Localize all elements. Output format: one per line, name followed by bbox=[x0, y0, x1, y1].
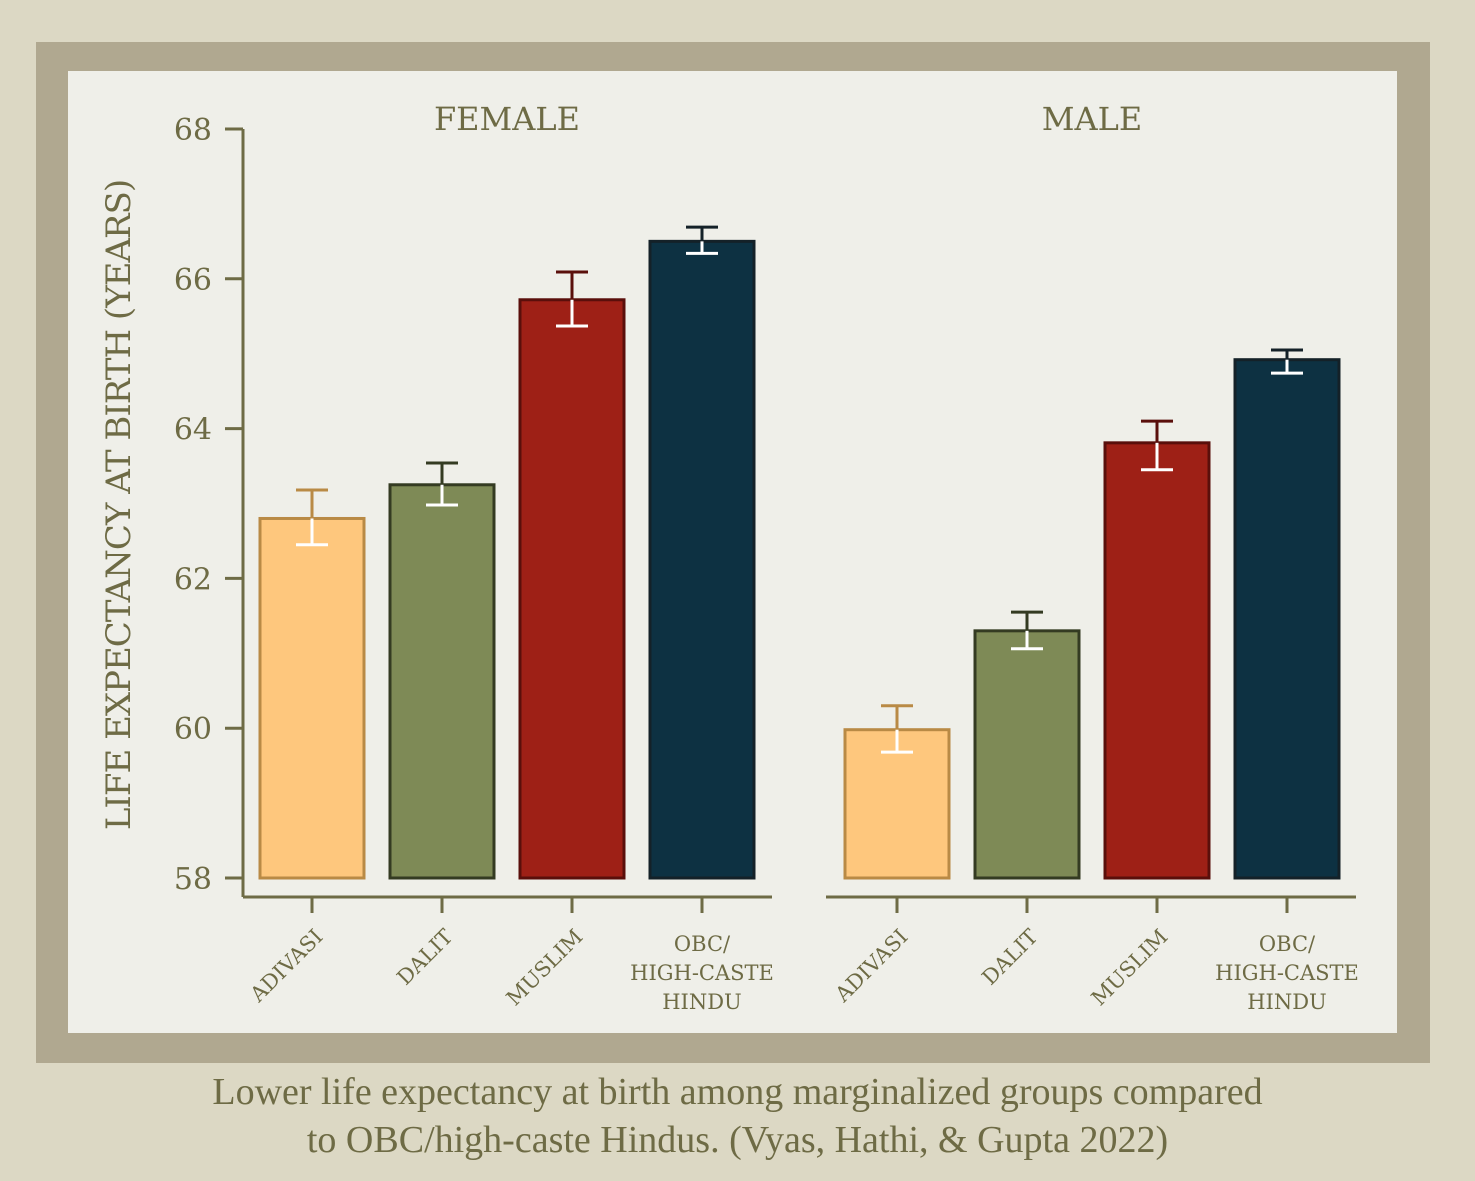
y-tick-label: 60 bbox=[174, 712, 212, 747]
y-tick-label: 64 bbox=[174, 413, 212, 448]
bar-female-3 bbox=[648, 239, 756, 880]
bar-male-3 bbox=[1233, 358, 1341, 880]
bar-female-1 bbox=[388, 483, 496, 880]
caption-line-2: to OBC/high-caste Hindus. (Vyas, Hathi, … bbox=[306, 1119, 1169, 1161]
caption-line-1: Lower life expectancy at birth among mar… bbox=[212, 1071, 1263, 1113]
x-tick-label: OBC/ bbox=[1259, 932, 1316, 956]
bar-female-0 bbox=[258, 516, 366, 880]
bar-male-2 bbox=[1103, 441, 1211, 880]
y-tick-label: 66 bbox=[174, 263, 212, 298]
y-tick-label: 58 bbox=[174, 862, 212, 897]
x-tick-label: HIGH-CASTE bbox=[1215, 961, 1359, 985]
x-tick-label: HINDU bbox=[662, 990, 742, 1014]
bar-male-0 bbox=[843, 728, 951, 880]
figure-caption: Lower life expectancy at birth among mar… bbox=[0, 1068, 1475, 1164]
x-tick-label: HIGH-CASTE bbox=[630, 961, 774, 985]
bar-female-2 bbox=[518, 298, 626, 880]
panel-title-male: MALE bbox=[1042, 100, 1142, 138]
y-axis-label: LIFE EXPECTANCY AT BIRTH (YEARS) bbox=[99, 180, 139, 830]
panel-title-female: FEMALE bbox=[434, 100, 580, 138]
bar-male-1 bbox=[973, 629, 1081, 880]
y-tick-label: 62 bbox=[174, 562, 212, 597]
x-tick-label: OBC/ bbox=[674, 932, 731, 956]
x-tick-label: HINDU bbox=[1247, 990, 1327, 1014]
y-tick-label: 68 bbox=[174, 113, 212, 148]
